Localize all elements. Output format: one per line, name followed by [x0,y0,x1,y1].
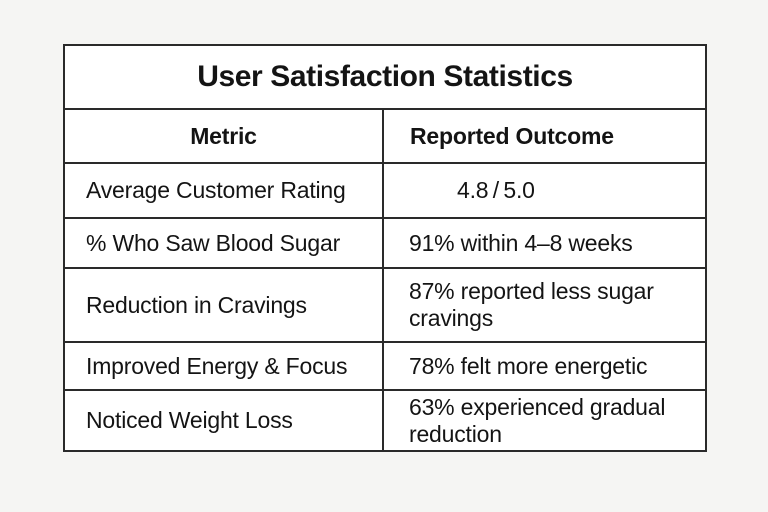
metric-cell: Reduction in Cravings [63,267,384,343]
table-row: Noticed Weight Loss 63% experienced grad… [63,389,708,452]
table-row: % Who Saw Blood Sugar 91% within 4–8 wee… [63,217,708,269]
outcome-cell: 78% felt more energetic [381,341,708,391]
table-row: Average Customer Rating 4.8 / 5.0 [63,162,708,219]
metric-cell: Noticed Weight Loss [63,389,384,452]
column-header-outcome: Reported Outcome [381,108,708,164]
outcome-cell: 63% experienced gradual reduction [381,389,708,452]
table-header-row: Metric Reported Outcome [63,108,708,164]
table-title-row: User Satisfaction Statistics [62,44,708,110]
metric-cell: % Who Saw Blood Sugar [63,217,384,269]
table-row: Reduction in Cravings 87% reported less … [63,267,708,343]
table-title: User Satisfaction Statistics [62,44,708,110]
metric-cell: Improved Energy & Focus [63,341,384,391]
table-row: Improved Energy & Focus 78% felt more en… [63,341,708,391]
outcome-cell: 87% reported less sugar cravings [381,267,708,343]
outcome-cell: 4.8 / 5.0 [381,162,708,219]
column-header-metric: Metric [63,108,384,164]
outcome-cell: 91% within 4–8 weeks [381,217,708,269]
satisfaction-table: User Satisfaction Statistics Metric Repo… [62,44,708,452]
metric-cell: Average Customer Rating [63,162,384,219]
